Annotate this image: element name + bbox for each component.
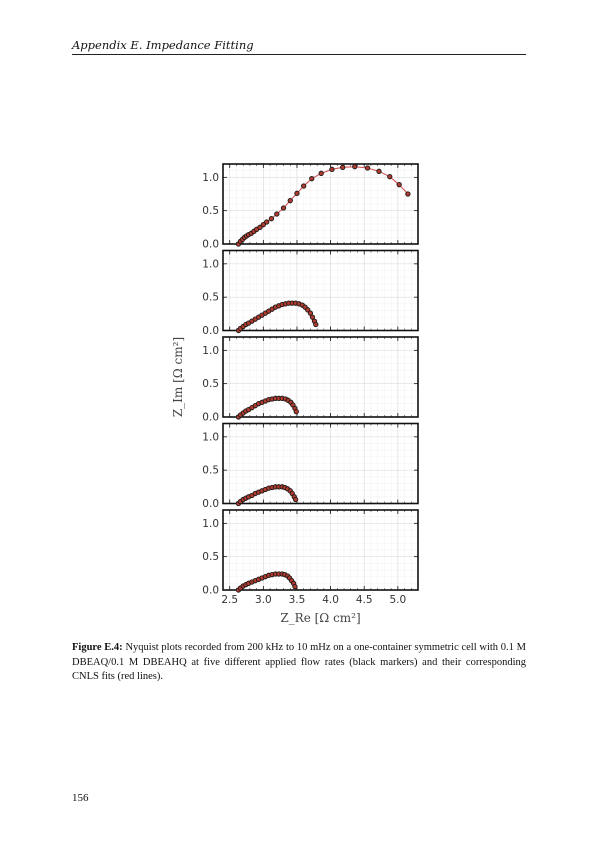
caption-text: Nyquist plots recorded from 200 kHz to 1… xyxy=(72,642,526,682)
data-point xyxy=(309,314,316,320)
data-point xyxy=(352,164,358,170)
panel-1: 0.0 0.5 1.0 xyxy=(202,163,419,251)
data-point xyxy=(260,222,266,228)
y-tick-label: 0.5 xyxy=(202,465,219,477)
y-tick-label: 1.0 xyxy=(202,258,219,270)
panel-4: 0.0 0.5 1.0 xyxy=(202,422,419,510)
nyquist-figure: 0.00.51.00.00.51.00.00.51.00.00.51.00.00… xyxy=(171,163,419,625)
x-axis-label: Z_Re [Ω cm²] xyxy=(280,611,360,625)
y-tick-label: 0.5 xyxy=(202,205,219,217)
data-point xyxy=(292,496,299,503)
data-point xyxy=(264,219,270,225)
data-point xyxy=(257,224,263,230)
y-tick-label: 0.5 xyxy=(202,292,219,304)
data-point xyxy=(318,170,324,176)
y-tick-label: 0.5 xyxy=(202,378,219,390)
panel-frame xyxy=(222,249,419,332)
x-tick-label: 3.0 xyxy=(255,594,272,606)
data-point xyxy=(268,216,275,222)
data-point xyxy=(307,310,314,316)
panel-frame xyxy=(222,163,419,245)
y-tick-label: 0.5 xyxy=(202,551,219,563)
header-rule xyxy=(72,54,526,55)
data-point xyxy=(294,190,300,196)
data-point xyxy=(280,205,287,211)
data-point xyxy=(376,168,382,174)
panel-frame xyxy=(222,509,419,591)
data-point xyxy=(396,182,402,188)
panel-5: 0.0 0.5 1.0 xyxy=(202,509,419,597)
panel-frame xyxy=(222,422,419,505)
panel-2: 0.0 0.5 1.0 xyxy=(202,249,419,337)
data-point xyxy=(305,307,311,313)
x-tick-label: 4.5 xyxy=(356,594,373,606)
x-tick-label: 3.5 xyxy=(289,594,306,606)
y-tick-label: 0.0 xyxy=(202,498,219,510)
y-tick-label: 1.0 xyxy=(202,345,219,357)
panel-frame xyxy=(222,336,419,418)
running-header: Appendix E. Impedance Fitting xyxy=(72,38,254,52)
data-point xyxy=(309,176,315,182)
data-point xyxy=(329,166,335,172)
x-tick-label: 4.0 xyxy=(322,594,339,606)
data-point xyxy=(301,183,307,189)
panel-3: 0.0 0.5 1.0 xyxy=(202,336,419,424)
y-tick-label: 1.0 xyxy=(202,518,219,530)
data-point xyxy=(274,211,280,217)
y-tick-label: 1.0 xyxy=(202,431,219,443)
data-point xyxy=(313,321,319,328)
y-axis-label: Z_Im [Ω cm²] xyxy=(171,337,185,417)
x-tick-label: 2.5 xyxy=(221,594,238,606)
data-point xyxy=(387,174,393,180)
data-point xyxy=(364,165,371,171)
y-tick-label: 1.0 xyxy=(202,172,219,184)
data-point xyxy=(287,198,293,204)
figure-caption: Figure E.4: Nyquist plots recorded from … xyxy=(72,641,526,685)
y-tick-label: 0.0 xyxy=(202,325,219,337)
data-point xyxy=(405,191,411,197)
data-point xyxy=(293,409,299,415)
y-tick-label: 0.0 xyxy=(202,239,219,251)
y-tick-label: 0.0 xyxy=(202,412,219,424)
page-number: 156 xyxy=(72,792,89,804)
cnls-fit-line xyxy=(238,166,409,245)
data-point xyxy=(292,584,298,590)
caption-label: Figure E.4: xyxy=(72,642,123,653)
y-tick-label: 0.0 xyxy=(202,585,219,597)
x-tick-label: 5.0 xyxy=(389,594,406,606)
data-point xyxy=(340,164,346,170)
